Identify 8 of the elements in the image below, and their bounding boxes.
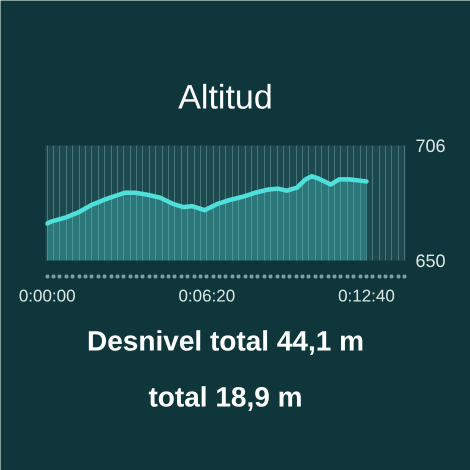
y-tick-label: 706 xyxy=(416,136,446,156)
y-tick-label: 650 xyxy=(416,251,446,271)
chart-title: Altitud xyxy=(178,78,273,116)
x-tick-label: 0:06:20 xyxy=(178,286,236,306)
text: Desnivel total 44,1 m xyxy=(86,326,364,356)
text: total 18,9 m xyxy=(148,382,303,412)
x-tick-label: 0:12:40 xyxy=(338,286,395,306)
x-tick-label: 0:00:00 xyxy=(18,286,76,306)
